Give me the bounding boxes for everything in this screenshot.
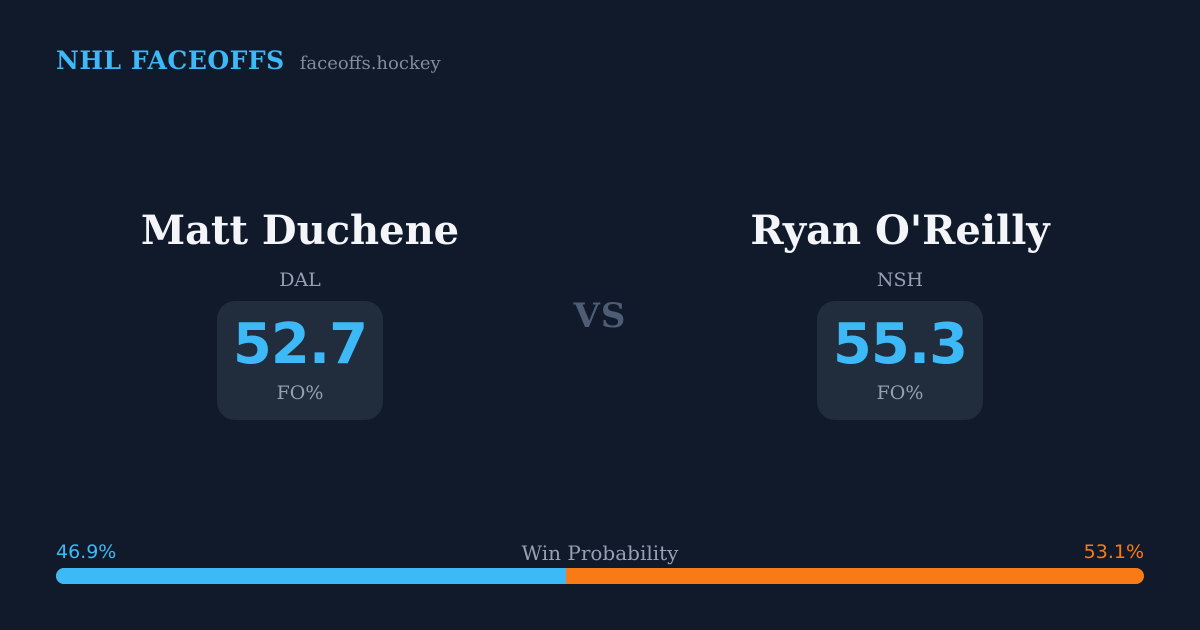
brand-title: NHL FACEOFFS — [56, 46, 285, 75]
site-url: faceoffs.hockey — [299, 53, 441, 74]
player-card-right: Ryan O'Reilly NSH 55.3 FO% — [680, 206, 1120, 420]
stat-label-left: FO% — [276, 382, 324, 404]
win-probability-title: Win Probability — [521, 541, 679, 565]
win-probability-bar-left-segment — [56, 568, 567, 584]
win-probability-labels: 46.9% Win Probability 53.1% — [56, 541, 1144, 565]
win-probability-left-value: 46.9% — [56, 541, 117, 563]
stat-card-left: 52.7 FO% — [217, 301, 383, 420]
win-probability-right-value: 53.1% — [1083, 541, 1144, 563]
player-card-left: Matt Duchene DAL 52.7 FO% — [80, 206, 520, 420]
stat-label-right: FO% — [876, 382, 924, 404]
player-team-right: NSH — [876, 269, 924, 291]
player-team-left: DAL — [279, 269, 321, 291]
player-name-right: Ryan O'Reilly — [750, 207, 1050, 254]
vs-label: VS — [573, 296, 627, 336]
stat-value-left: 52.7 — [232, 312, 368, 377]
header: NHL FACEOFFS faceoffs.hockey — [56, 46, 441, 75]
stat-card-right: 55.3 FO% — [817, 301, 983, 420]
win-probability-bar — [56, 568, 1144, 584]
player-name-left: Matt Duchene — [140, 207, 460, 254]
stat-value-right: 55.3 — [832, 312, 968, 377]
